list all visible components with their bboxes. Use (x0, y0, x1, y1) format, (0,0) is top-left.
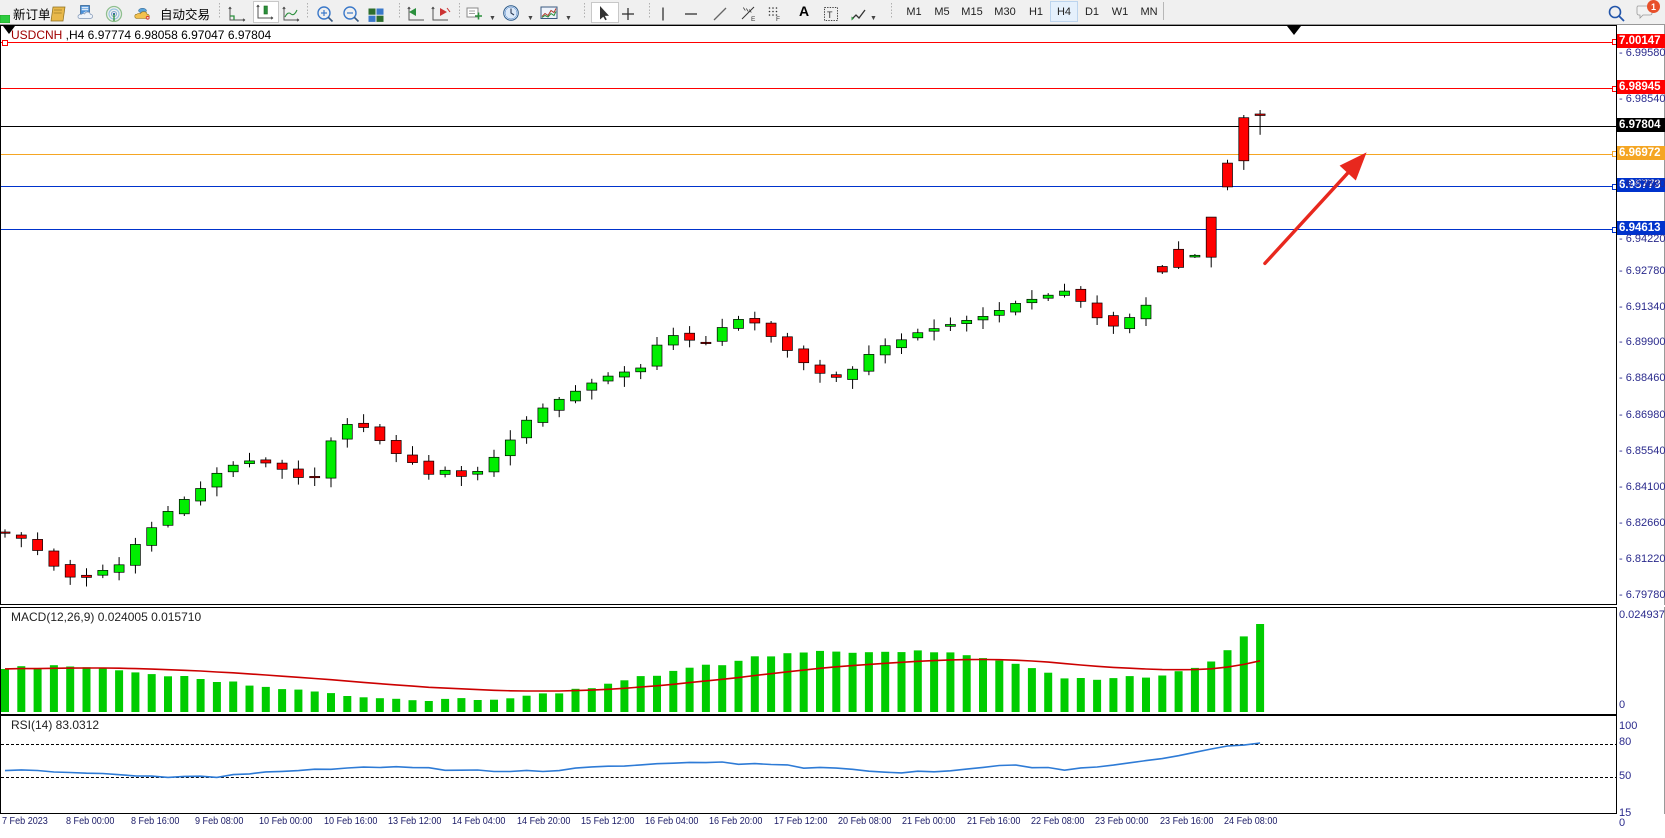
svg-text:E: E (751, 16, 756, 22)
svg-text:F: F (776, 16, 780, 22)
svg-text:T: T (827, 10, 833, 20)
